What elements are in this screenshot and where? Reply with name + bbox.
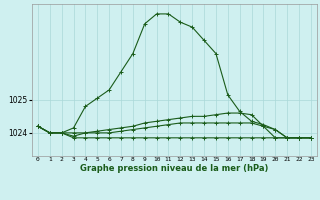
X-axis label: Graphe pression niveau de la mer (hPa): Graphe pression niveau de la mer (hPa) bbox=[80, 164, 268, 173]
